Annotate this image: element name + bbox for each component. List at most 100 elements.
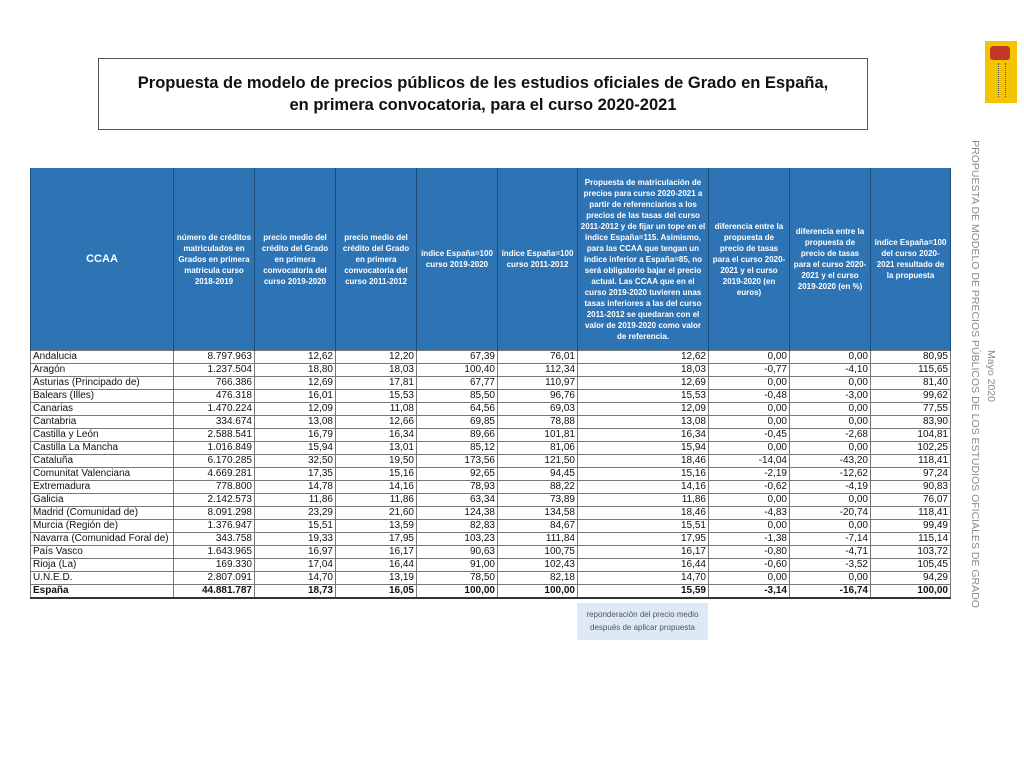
cell-value: 12,69 <box>254 376 336 390</box>
cell-value: -0,77 <box>708 363 790 377</box>
table-row: País Vasco 1.643.965 16,97 16,17 90,63 100,75… <box>30 545 951 559</box>
header-indice-2020: índice España=100 del curso 2020-2021 re… <box>870 168 951 351</box>
cell-ccaa: Cataluña <box>30 454 174 468</box>
header-precio-2011: precio medio del crédito del Grado en pr… <box>335 168 417 351</box>
cell-value: 12,09 <box>254 402 336 416</box>
cell-value: 0,00 <box>789 350 871 364</box>
cell-value: 134,58 <box>497 506 578 520</box>
table-row: Cataluña 6.170.285 32,50 19,50 173,56 121,50 1… <box>30 454 951 468</box>
title-line-1: Propuesta de modelo de precios públicos … <box>137 74 829 92</box>
cell-value: 80,95 <box>870 350 951 364</box>
cell-ccaa: Extremadura <box>30 480 174 494</box>
cell-value: 101,81 <box>497 428 578 442</box>
table-row: Andalucia 8.797.963 12,62 12,20 67,39 76,01 12… <box>30 350 951 364</box>
cell-value: 102,25 <box>870 441 951 455</box>
cell-value: 4.669.281 <box>173 467 255 481</box>
cell-value: 0,00 <box>708 571 790 585</box>
cell-value: 64,56 <box>416 402 498 416</box>
cell-value: 69,85 <box>416 415 498 429</box>
cell-value: 15,53 <box>335 389 417 403</box>
table-row: Rioja (La) 169.330 17,04 16,44 91,00 102,43 16… <box>30 558 951 572</box>
cell-ccaa: Galicia <box>30 493 174 507</box>
cell-value: 100,40 <box>416 363 498 377</box>
cell-value: 16,34 <box>335 428 417 442</box>
header-diferencia-pct: diferencia entre la propuesta de precio … <box>789 168 871 351</box>
cell-value: 17,04 <box>254 558 336 572</box>
cell-ccaa: Navarra (Comunidad Foral de) <box>30 532 174 546</box>
table-row: Cantabria 334.674 13,08 12,66 69,85 78,88 13,0… <box>30 415 951 429</box>
cell-value: 102,43 <box>497 558 578 572</box>
cell-value: 173,56 <box>416 454 498 468</box>
cell-ccaa: España <box>30 584 174 599</box>
cell-value: 1.016.849 <box>173 441 255 455</box>
cell-value: 8.091.298 <box>173 506 255 520</box>
cell-value: 73,89 <box>497 493 578 507</box>
cell-value: 0,00 <box>708 519 790 533</box>
cell-value: -3,00 <box>789 389 871 403</box>
table-row: Madrid (Comunidad de) 8.091.298 23,29 21,60… <box>30 506 951 520</box>
header-indice-2019: índice España=100 curso 2019-2020 <box>416 168 498 351</box>
cell-value: 105,45 <box>870 558 951 572</box>
cell-value: 84,67 <box>497 519 578 533</box>
cell-ccaa: U.N.E.D. <box>30 571 174 585</box>
cell-value: 0,00 <box>789 519 871 533</box>
cell-value: 13,08 <box>577 415 709 429</box>
cell-value: 16,05 <box>335 584 417 599</box>
cell-value: 1.470.224 <box>173 402 255 416</box>
cell-value: 103,72 <box>870 545 951 559</box>
coat-of-arms-icon <box>990 46 1010 60</box>
cell-value: 77,55 <box>870 402 951 416</box>
cell-value: 15,53 <box>577 389 709 403</box>
cell-value: 103,23 <box>416 532 498 546</box>
cell-ccaa: Canarias <box>30 402 174 416</box>
cell-value: -0,45 <box>708 428 790 442</box>
cell-value: -2,68 <box>789 428 871 442</box>
cell-value: 11,86 <box>335 493 417 507</box>
cell-value: 85,12 <box>416 441 498 455</box>
cell-value: 19,50 <box>335 454 417 468</box>
cell-value: 78,93 <box>416 480 498 494</box>
cell-ccaa: Murcia (Región de) <box>30 519 174 533</box>
cell-value: 1.376.947 <box>173 519 255 533</box>
cell-value: 90,83 <box>870 480 951 494</box>
cell-value: 18,03 <box>577 363 709 377</box>
cell-value: 14,16 <box>335 480 417 494</box>
cell-value: 13,08 <box>254 415 336 429</box>
cell-value: 83,90 <box>870 415 951 429</box>
cell-value: -2,19 <box>708 467 790 481</box>
cell-value: 15,16 <box>577 467 709 481</box>
cell-value: 99,49 <box>870 519 951 533</box>
side-document-title: PROPUESTA DE MODELO DE PRECIOS PÚBLICOS … <box>969 140 981 608</box>
cell-value: 88,22 <box>497 480 578 494</box>
cell-value: 6.170.285 <box>173 454 255 468</box>
cell-value: 124,38 <box>416 506 498 520</box>
cell-value: 11,86 <box>577 493 709 507</box>
cell-value: 16,44 <box>335 558 417 572</box>
cell-value: 0,00 <box>789 415 871 429</box>
cell-value: 115,65 <box>870 363 951 377</box>
cell-value: -0,60 <box>708 558 790 572</box>
cell-value: -1,38 <box>708 532 790 546</box>
cell-value: 16,34 <box>577 428 709 442</box>
table-row: Murcia (Región de) 1.376.947 15,51 13,59 82,… <box>30 519 951 533</box>
cell-value: -7,14 <box>789 532 871 546</box>
cell-value: 17,35 <box>254 467 336 481</box>
cell-value: 16,44 <box>577 558 709 572</box>
cell-value: 100,00 <box>870 584 951 599</box>
cell-value: 0,00 <box>708 441 790 455</box>
cell-value: 334.674 <box>173 415 255 429</box>
cell-value: 16,97 <box>254 545 336 559</box>
cell-value: 12,62 <box>254 350 336 364</box>
cell-value: -4,10 <box>789 363 871 377</box>
cell-value: 97,24 <box>870 467 951 481</box>
cell-value: 169.330 <box>173 558 255 572</box>
header-ccaa: CCAA <box>30 168 174 351</box>
cell-value: 0,00 <box>789 571 871 585</box>
cell-value: 100,75 <box>497 545 578 559</box>
cell-value: 15,16 <box>335 467 417 481</box>
table-row: Aragón 1.237.504 18,80 18,03 100,40 112,34 18,… <box>30 363 951 377</box>
cell-value: -4,19 <box>789 480 871 494</box>
cell-value: 0,00 <box>708 350 790 364</box>
cell-value: -3,14 <box>708 584 790 599</box>
cell-value: 0,00 <box>708 415 790 429</box>
